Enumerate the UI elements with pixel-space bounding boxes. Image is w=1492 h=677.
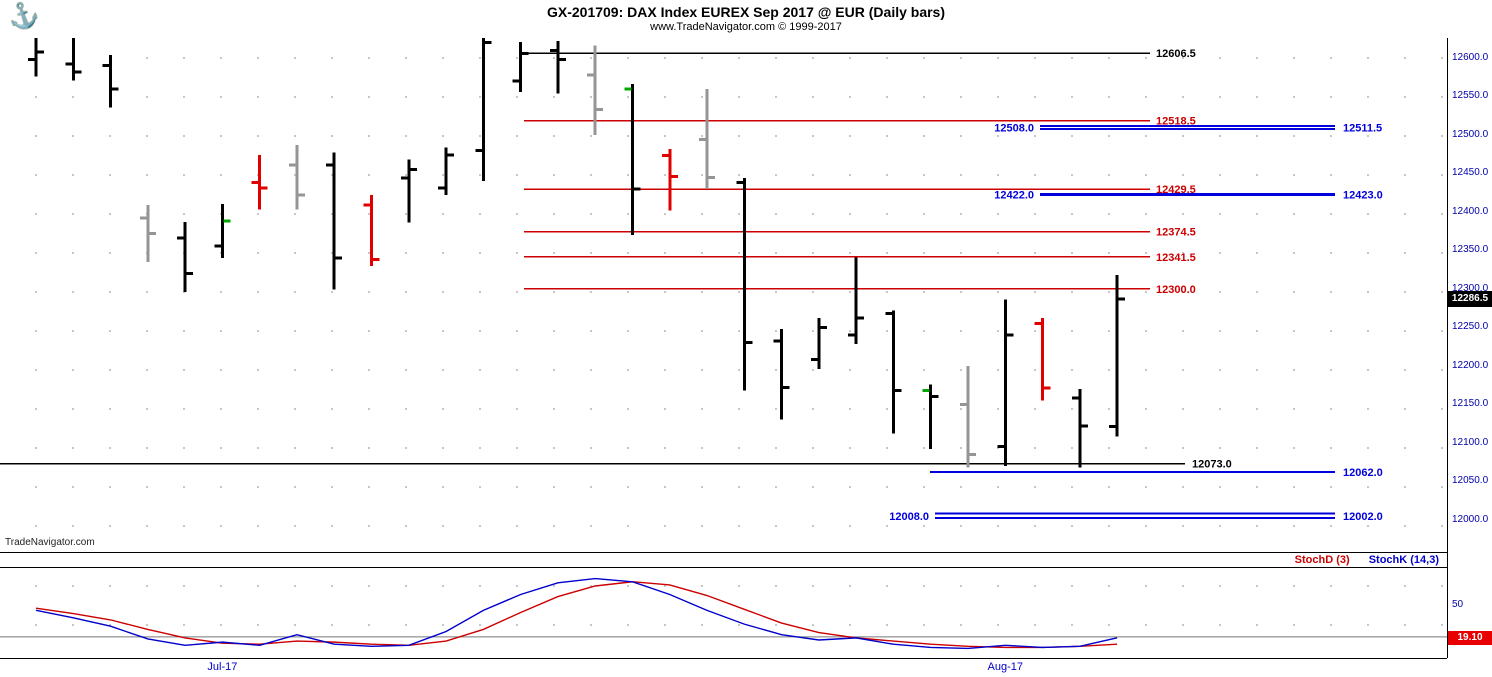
svg-text:12508.0: 12508.0 xyxy=(994,122,1034,134)
price-axis-label: 12000.0 xyxy=(1452,513,1489,525)
svg-text:12429.5: 12429.5 xyxy=(1156,184,1196,196)
svg-text:12073.0: 12073.0 xyxy=(1192,459,1232,471)
chart-subtitle: www.TradeNavigator.com © 1999-2017 xyxy=(650,21,842,33)
chart-title: GX-201709: DAX Index EUREX Sep 2017 @ EU… xyxy=(546,4,946,20)
last-price-badge: 12286.5 xyxy=(1448,291,1492,308)
indicator-legend: StochD (3) StochK (14,3) xyxy=(0,553,1447,568)
price-axis[interactable]: 12600.0 12550.0 12500.0 12450.0 12400.0 12350… xyxy=(1447,38,1492,658)
legend-stochd[interactable]: StochD (3) xyxy=(1294,554,1350,566)
svg-text:12008.0: 12008.0 xyxy=(889,511,929,523)
price-axis-label: 12150.0 xyxy=(1452,398,1489,410)
price-axis-label: 12300.0 xyxy=(1452,282,1489,294)
price-axis-label: 12450.0 xyxy=(1452,167,1489,179)
time-axis-label: Jul-17 xyxy=(207,661,238,673)
stoch-value-badge: 19.10 xyxy=(1448,630,1492,645)
legend-stochk[interactable]: StochK (14,3) xyxy=(1368,554,1439,566)
watermark-text: TradeNavigator.com xyxy=(5,537,95,548)
price-axis-label: 12500.0 xyxy=(1452,128,1489,140)
svg-text:12062.0: 12062.0 xyxy=(1343,467,1383,479)
price-chart-pane[interactable]: 12606.5 12518.5 12429.5 12374.5 12341.5 12300… xyxy=(0,38,1447,553)
svg-text:12606.5: 12606.5 xyxy=(1156,48,1196,60)
svg-text:12422.0: 12422.0 xyxy=(994,190,1034,202)
svg-text:12374.5: 12374.5 xyxy=(1156,227,1196,239)
price-axis-label: 12550.0 xyxy=(1452,90,1489,102)
time-axis[interactable]: Jul-17 Aug-17 xyxy=(0,659,1447,677)
svg-text:12300.0: 12300.0 xyxy=(1156,284,1196,296)
svg-text:12511.5: 12511.5 xyxy=(1343,122,1382,134)
price-axis-label: 12350.0 xyxy=(1452,244,1489,256)
price-axis-label: 12100.0 xyxy=(1452,436,1489,448)
price-chart-canvas[interactable]: 12606.5 12518.5 12429.5 12374.5 12341.5 12300… xyxy=(0,38,1447,552)
price-axis-label: 12200.0 xyxy=(1452,359,1489,371)
svg-text:12423.0: 12423.0 xyxy=(1343,190,1383,202)
price-axis-label: 12600.0 xyxy=(1452,52,1489,63)
stoch-axis-50-label: 50 xyxy=(1452,599,1464,611)
svg-text:12518.5: 12518.5 xyxy=(1156,116,1196,128)
time-axis-label: Aug-17 xyxy=(987,661,1023,673)
svg-text:12341.5: 12341.5 xyxy=(1156,252,1196,264)
price-axis-label: 12400.0 xyxy=(1452,205,1489,217)
stochastic-pane[interactable] xyxy=(0,568,1447,659)
stochastic-canvas[interactable] xyxy=(0,568,1447,658)
price-axis-label: 12250.0 xyxy=(1452,321,1489,333)
price-axis-label: 12050.0 xyxy=(1452,475,1489,487)
chart-header: ⚓ GX-201709: DAX Index EUREX Sep 2017 @ … xyxy=(0,0,1492,38)
svg-text:12002.0: 12002.0 xyxy=(1343,511,1383,523)
